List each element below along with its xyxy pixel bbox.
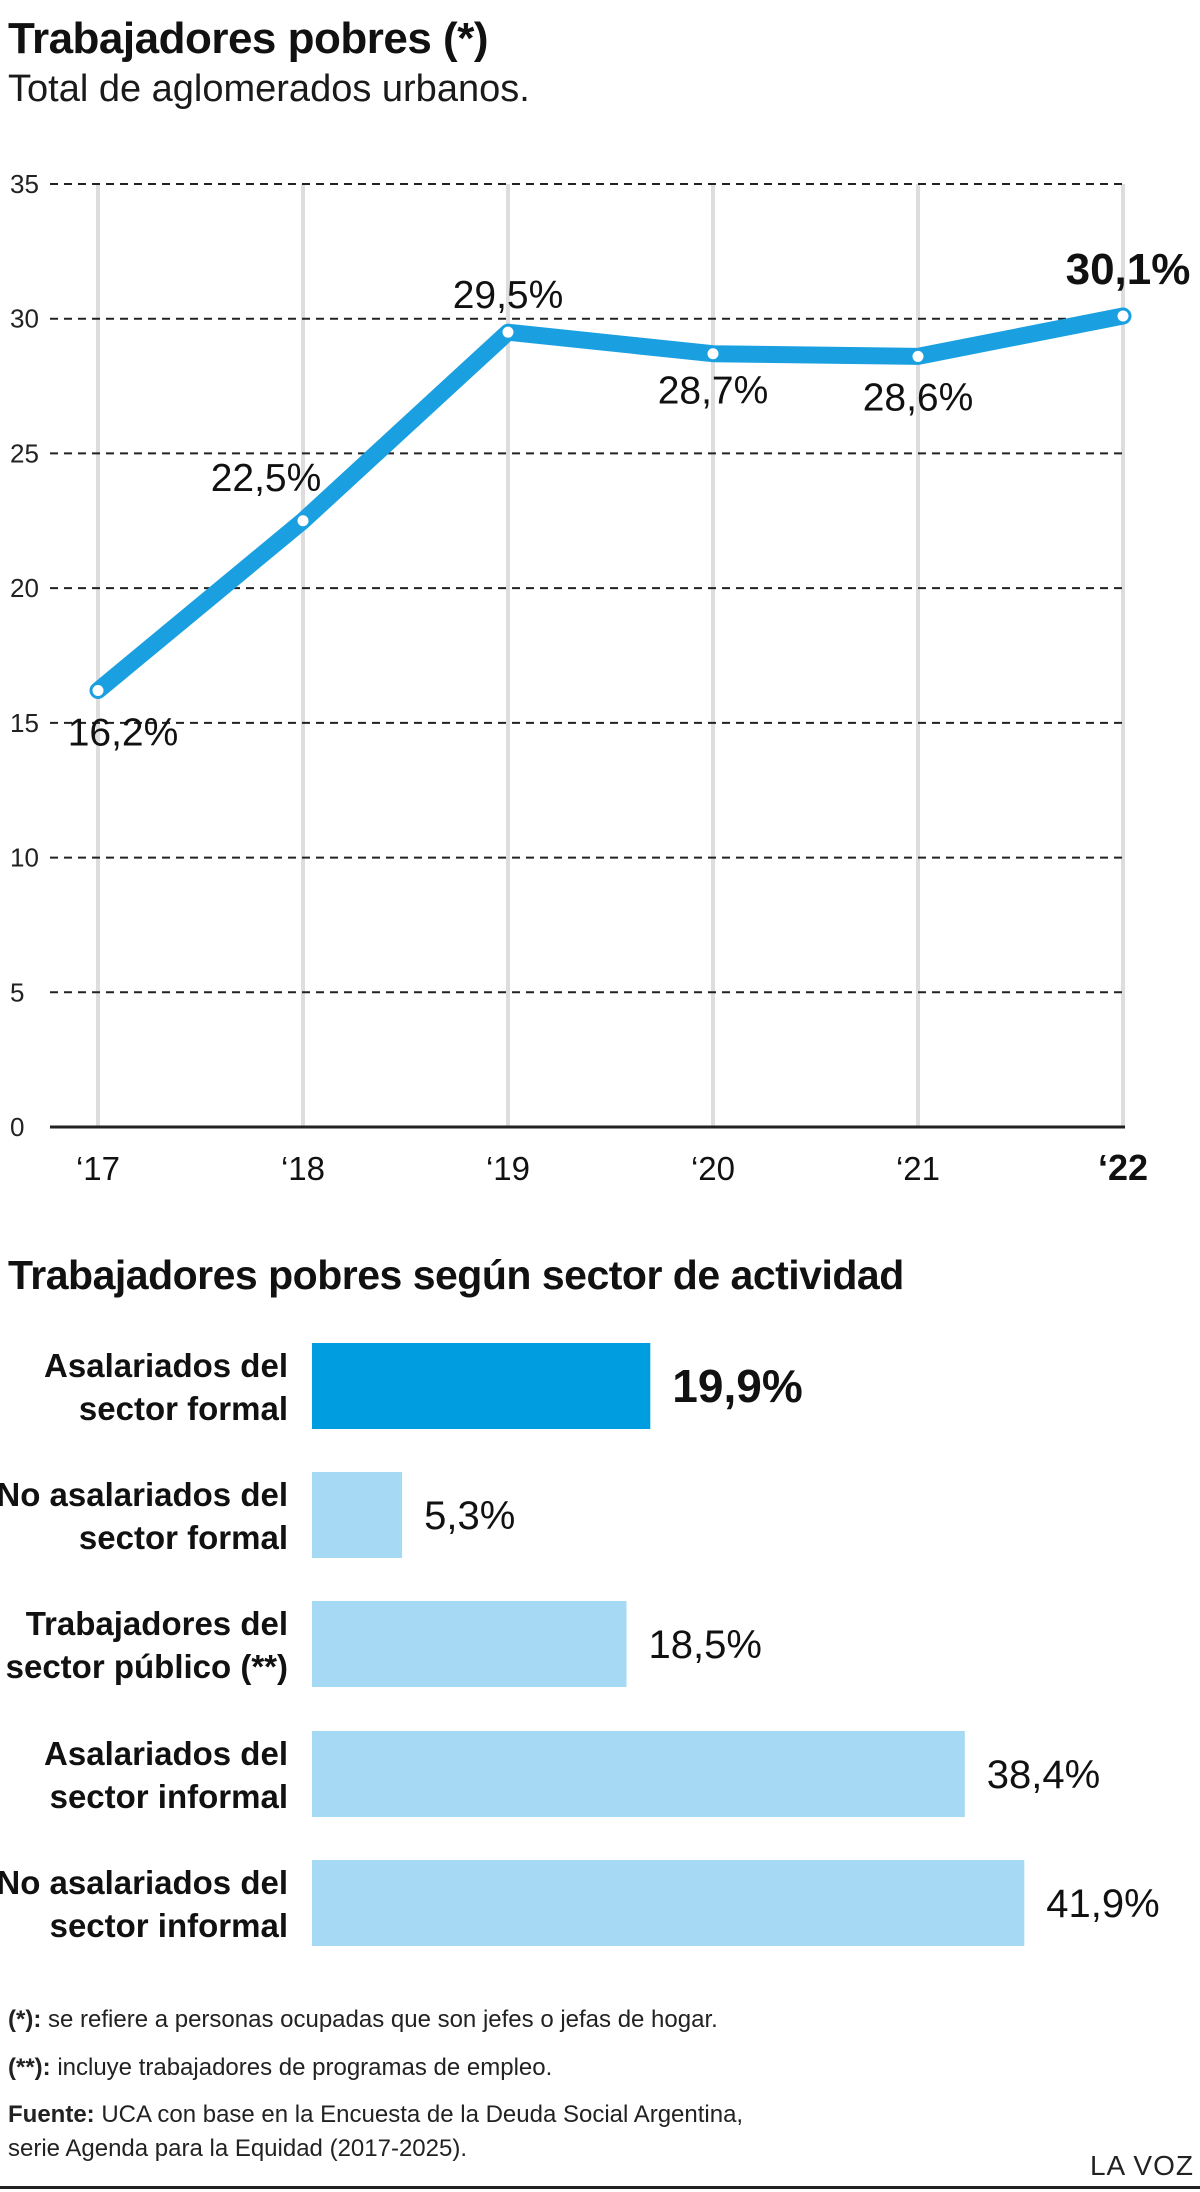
footnote-2-mark: (**): [8,2054,51,2081]
data-point [500,324,516,340]
brand-logo: LA VOZ [1089,2150,1194,2181]
data-point [705,346,721,362]
footnote-1-mark: (*): [8,2006,42,2033]
data-label: 30,1% [1066,245,1191,294]
bottom-rule [0,2186,1200,2189]
y-tick-label: 5 [10,977,24,1007]
series-line [89,307,1132,699]
footnote-2-text: incluye trabajadores de programas de emp… [50,2054,553,2081]
bar [312,1860,1025,1946]
source-line-2: serie Agenda para la Equidad (2017-2025)… [8,2135,467,2162]
bar-category-label: sector formal [79,1390,288,1427]
data-label: 28,6% [863,376,974,419]
y-tick-label: 20 [10,573,39,603]
source-note-2: serie Agenda para la Equidad (2017-2025)… [8,2135,467,2163]
bar-category-label: sector público (**) [6,1648,288,1685]
bar-value-label: 5,3% [424,1494,515,1538]
data-point [295,513,311,529]
y-tick-label: 25 [10,438,39,468]
data-label: 22,5% [211,457,322,500]
bar-value-label: 19,9% [672,1360,802,1412]
x-tick-label: ‘21 [896,1150,940,1187]
chart-title: Trabajadores pobres (*) [8,14,488,63]
chart-subtitle: Total de aglomerados urbanos. [8,68,530,110]
y-tick-label: 10 [10,843,39,873]
y-tick-label: 35 [10,169,39,199]
bar [312,1472,403,1558]
y-tick-label: 15 [10,708,39,738]
bar [312,1731,965,1817]
bar-value-label: 41,9% [1046,1882,1159,1926]
data-point [90,683,106,699]
data-label: 29,5% [453,274,564,317]
bar-category-label: Trabajadores del [26,1605,288,1642]
bar-category-label: Asalariados del [44,1347,288,1384]
y-tick-label: 0 [10,1112,24,1142]
data-point [910,348,926,364]
data-label: 28,7% [658,370,769,413]
source-note: Fuente: UCA con base en la Encuesta de l… [8,2101,743,2129]
x-tick-label: ‘17 [76,1150,120,1187]
footnote-1: (*): se refiere a personas ocupadas que … [8,2006,718,2034]
footnote-1-text: se refiere a personas ocupadas que son j… [41,2006,718,2033]
line-chart: 0 5 10 15 20 25 30 35 ‘17 ‘18 ‘19 ‘20 ‘21 ‘22 16,2% 22,… [10,169,1191,1188]
source-line-1: UCA con base en la Encuesta de la Deuda … [94,2101,744,2128]
bar-category-label: sector informal [50,1778,288,1815]
x-tick-label: ‘22 [1098,1147,1148,1188]
footnote-2: (**): incluye trabajadores de programas … [8,2054,552,2082]
bar-category-label: sector informal [50,1907,288,1944]
bar [312,1601,627,1687]
data-point [1115,308,1131,324]
source-mark: Fuente: [8,2101,95,2128]
bar-category-label: No asalariados del [0,1476,288,1513]
x-tick-label: ‘20 [691,1150,735,1187]
bar [312,1343,651,1429]
x-tick-label: ‘18 [281,1150,325,1187]
bar-chart-title: Trabajadores pobres según sector de acti… [8,1252,904,1298]
bar-category-label: sector formal [79,1519,288,1556]
bar-value-label: 18,5% [649,1623,762,1667]
y-tick-label: 30 [10,304,39,334]
bar-category-label: Asalariados del [44,1735,288,1772]
x-tick-label: ‘19 [486,1150,530,1187]
bar-category-label: No asalariados del [0,1864,288,1901]
data-label: 16,2% [68,712,179,755]
bar-value-label: 38,4% [987,1753,1100,1797]
